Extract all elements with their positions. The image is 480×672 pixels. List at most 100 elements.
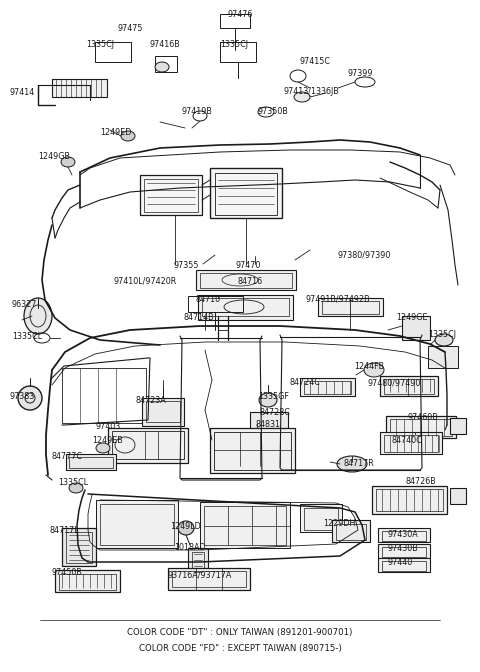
Ellipse shape: [24, 298, 52, 334]
Text: 97415C: 97415C: [300, 57, 331, 66]
Text: 1335CJ: 1335CJ: [428, 330, 456, 339]
Text: 97440: 97440: [388, 558, 413, 567]
Bar: [210, 428, 295, 473]
Text: 97355: 97355: [174, 261, 200, 270]
Text: 84714B: 84714B: [184, 313, 215, 322]
Bar: [220, 14, 250, 28]
Bar: [168, 568, 250, 590]
Bar: [376, 489, 443, 511]
Bar: [332, 520, 370, 542]
Text: 97480/97490: 97480/97490: [368, 378, 421, 387]
Text: 1335CL: 1335CL: [12, 332, 42, 341]
Bar: [378, 544, 430, 558]
Text: COLOR CODE "DT" : ONLY TAIWAN (891201-900701): COLOR CODE "DT" : ONLY TAIWAN (891201-90…: [127, 628, 353, 637]
Bar: [380, 376, 438, 396]
Text: 1335CJ: 1335CJ: [86, 40, 114, 49]
Text: 97350B: 97350B: [258, 107, 289, 116]
Text: 97450B: 97450B: [52, 568, 83, 577]
Text: 96327: 96327: [12, 300, 37, 309]
Bar: [220, 42, 256, 62]
Ellipse shape: [155, 62, 169, 72]
Bar: [390, 419, 452, 436]
Text: 1229DH: 1229DH: [323, 519, 355, 528]
Bar: [336, 524, 366, 540]
Bar: [146, 401, 180, 422]
Bar: [378, 558, 430, 572]
Ellipse shape: [178, 521, 194, 535]
Bar: [142, 398, 184, 426]
Bar: [144, 179, 198, 212]
Text: 97475: 97475: [118, 24, 144, 33]
Bar: [198, 295, 293, 320]
Text: 1018AD: 1018AD: [174, 543, 205, 552]
Text: 1249LD: 1249LD: [170, 522, 201, 531]
Text: 97413/1336JB: 97413/1336JB: [284, 87, 340, 96]
Bar: [108, 428, 188, 463]
Text: 84726B: 84726B: [406, 477, 437, 486]
Text: 97470: 97470: [236, 261, 262, 270]
Ellipse shape: [69, 483, 83, 493]
Ellipse shape: [435, 334, 453, 346]
Bar: [402, 316, 430, 340]
Text: 97430B: 97430B: [388, 544, 419, 553]
Bar: [384, 379, 434, 394]
Ellipse shape: [364, 363, 384, 377]
Bar: [318, 298, 383, 316]
Text: 84716: 84716: [238, 277, 263, 286]
Text: 1244FB: 1244FB: [354, 362, 384, 371]
Text: 84724C: 84724C: [290, 378, 321, 387]
Text: 97403: 97403: [96, 422, 121, 431]
Bar: [450, 488, 466, 504]
Text: 97416B: 97416B: [150, 40, 181, 49]
Ellipse shape: [96, 443, 110, 453]
Ellipse shape: [61, 157, 75, 167]
Text: 97476: 97476: [228, 10, 253, 19]
Bar: [95, 42, 131, 62]
Bar: [380, 432, 442, 454]
Text: 97383: 97383: [10, 392, 35, 401]
Bar: [304, 381, 351, 394]
Text: 84740C: 84740C: [392, 436, 423, 445]
Bar: [200, 502, 290, 548]
Bar: [188, 548, 208, 576]
Bar: [210, 168, 282, 218]
Bar: [384, 435, 438, 452]
Text: 97430A: 97430A: [388, 530, 419, 539]
Bar: [52, 79, 107, 97]
Bar: [450, 418, 466, 434]
Text: 84710: 84710: [195, 295, 220, 304]
Bar: [192, 552, 204, 574]
Bar: [62, 528, 96, 566]
Text: 97414: 97414: [10, 88, 35, 97]
Text: 97410L/97420R: 97410L/97420R: [114, 277, 177, 286]
Text: 97491B/97492B: 97491B/97492B: [306, 295, 371, 304]
Text: 84717R: 84717R: [344, 459, 375, 468]
Bar: [428, 346, 458, 368]
Bar: [172, 571, 246, 587]
Bar: [62, 368, 146, 423]
Bar: [66, 532, 92, 563]
Bar: [202, 298, 289, 316]
Text: 1335CJ: 1335CJ: [220, 40, 248, 49]
Bar: [304, 508, 338, 530]
Ellipse shape: [18, 386, 42, 410]
Bar: [204, 506, 286, 545]
Bar: [382, 561, 426, 571]
Bar: [69, 457, 113, 468]
Bar: [188, 296, 243, 312]
Text: 1249GB: 1249GB: [38, 152, 70, 161]
Bar: [214, 432, 291, 470]
Text: 84717L: 84717L: [50, 526, 80, 535]
Bar: [386, 416, 456, 438]
Bar: [155, 56, 177, 72]
Ellipse shape: [121, 131, 135, 141]
Bar: [112, 431, 184, 459]
Text: 97460B: 97460B: [408, 413, 439, 422]
Bar: [215, 173, 277, 215]
Bar: [140, 175, 202, 215]
Bar: [382, 547, 426, 557]
Bar: [59, 574, 116, 590]
Text: 1335CL: 1335CL: [58, 478, 88, 487]
Ellipse shape: [259, 393, 277, 407]
Bar: [300, 378, 355, 396]
